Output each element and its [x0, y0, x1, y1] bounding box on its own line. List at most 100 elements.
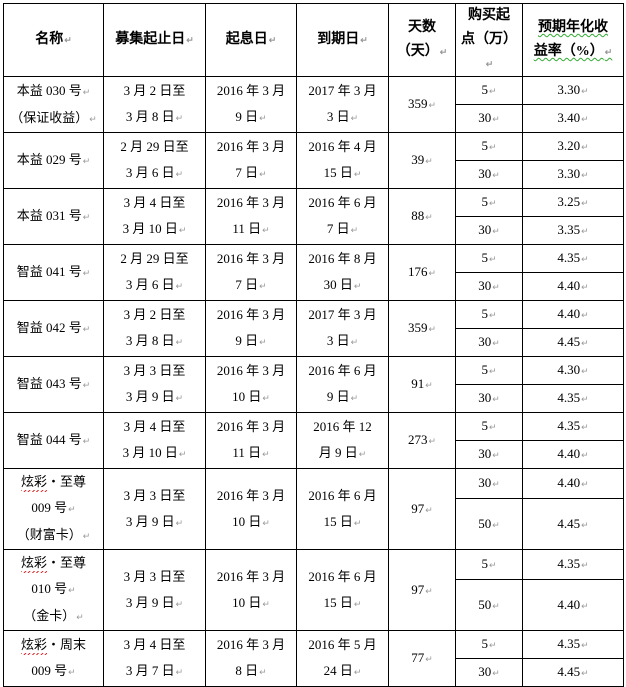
cell-text: 4.35 — [557, 418, 588, 433]
product-name: 本益 031 号 — [3, 188, 104, 245]
cell-text: 2017 年 3 月 — [308, 83, 377, 98]
cell-text: 3 月 3 日至 — [123, 363, 186, 378]
cell-text: 15 日 — [299, 160, 386, 187]
cell-text: 2016 年 3 月 — [216, 307, 286, 322]
min-purchase: 30 — [455, 440, 523, 469]
cell-text: 30 — [478, 390, 500, 405]
cell-text: 2016 年 3 月 — [216, 139, 286, 154]
expected-yield: 4.35 — [522, 244, 624, 273]
cell-text: 3 月 9 日 — [106, 590, 203, 617]
cell-text: 5 — [481, 418, 496, 433]
expected-yield: 4.35 — [522, 548, 624, 581]
cell-text: 15 日 — [299, 509, 386, 536]
cell-text: 5 — [481, 362, 496, 377]
product-row-tier: 303.30 — [4, 160, 624, 189]
start-date: 2016 年 3 月 9 日 — [205, 300, 297, 357]
min-purchase: 5 — [455, 244, 523, 273]
cell-text: 39 — [411, 152, 433, 167]
product-row: 本益 029 号2 月 29 日至3 月 6 日2016 年 3 月7 日201… — [3, 132, 624, 189]
header-text: 起息日 — [226, 32, 277, 47]
cell-text: 4.30 — [557, 362, 588, 377]
cell-text: 2016 年 3 月 — [216, 487, 286, 503]
start-date: 2016 年 3 月 11 日 — [205, 412, 297, 469]
raise-period: 3 月 2 日至 3 月 8 日 — [103, 76, 206, 133]
cell-text: 30 — [478, 222, 500, 237]
start-date: 2016 年 3 月 10 日 — [205, 356, 297, 413]
header-maturity-date: 到期日 — [296, 3, 389, 77]
cell-text: 3 日 — [299, 104, 386, 131]
cell-text: 5 — [481, 556, 496, 571]
cell-text: 10 日 — [208, 509, 294, 536]
expected-yield: 3.30 — [522, 76, 624, 105]
start-date: 2016 年 3 月 10 日 — [205, 468, 297, 550]
raise-period: 2 月 29 日至 3 月 6 日 — [103, 244, 206, 301]
cell-text: 月 9 日 — [299, 440, 386, 467]
expected-yield: 4.40 — [522, 300, 624, 329]
cell-line: 炫彩・至尊 — [6, 469, 101, 495]
cell-text: 2016 年 3 月 — [216, 637, 286, 652]
product-row-tier: 303.40 — [4, 104, 624, 133]
cell-text: 2016 年 3 月 — [216, 568, 286, 584]
maturity-date: 2017 年 3 月 3 日 — [296, 76, 389, 133]
cell-text: 2016 年 3 月 — [216, 419, 286, 434]
days: 91 — [388, 356, 456, 413]
cell-text: 2 月 29 日至 — [120, 139, 189, 154]
expected-yield: 4.45 — [522, 498, 624, 550]
days: 273 — [388, 412, 456, 469]
raise-period: 2 月 29 日至 3 月 6 日 — [103, 132, 206, 189]
product-row: 智益 041 号2 月 29 日至3 月 6 日2016 年 3 月7 日201… — [3, 244, 624, 301]
expected-yield: 4.40 — [522, 272, 624, 301]
header-text: 天数 — [408, 20, 436, 35]
cell-text: 97 — [411, 582, 433, 597]
cell-text: 智益 043 号 — [6, 371, 101, 398]
min-purchase: 30 — [455, 328, 523, 357]
cell-text: 50 — [478, 597, 500, 612]
cell-text: 010 号 — [6, 576, 101, 603]
cell-text: 5 — [481, 138, 496, 153]
cell-text: 10 日 — [208, 590, 294, 617]
cell-text: 10 日 — [208, 384, 294, 411]
product-name: 智益 043 号 — [3, 356, 104, 413]
days: 359 — [388, 300, 456, 357]
cell-text: 4.35 — [557, 390, 588, 405]
raise-period: 3 月 3 日至 3 月 9 日 — [103, 356, 206, 413]
cell-text: 4.40 — [557, 306, 588, 321]
maturity-date: 2016 年 5 月 24 日 — [296, 630, 389, 687]
cell-text: 3.30 — [557, 166, 588, 181]
cell-text: 30 — [478, 664, 500, 679]
cell-text: 273 — [408, 432, 436, 447]
cell-text: 3.40 — [557, 110, 588, 125]
start-date: 2016 年 3 月 7 日 — [205, 132, 297, 189]
cell-text: 4.40 — [557, 475, 588, 490]
header-min-purchase: 购买起 点（万） — [455, 3, 523, 77]
cell-text: 3 月 8 日 — [106, 104, 203, 131]
cell-text: 97 — [411, 501, 433, 516]
expected-yield: 4.35 — [522, 384, 624, 413]
cell-text: 3 月 4 日至 — [123, 195, 186, 210]
cell-text: 智益 041 号 — [6, 259, 101, 286]
header-expected-yield: 预期年化收 益率（%） — [522, 3, 624, 77]
header-text: 点（万） — [458, 28, 520, 76]
start-date: 2016 年 3 月 9 日 — [205, 76, 297, 133]
cell-text: 3 月 6 日 — [106, 272, 203, 299]
cell-text: 30 日 — [299, 272, 386, 299]
cell-text: （保证收益） — [6, 105, 101, 132]
cell-text: 3 月 6 日 — [106, 160, 203, 187]
cell-text: 3 月 8 日 — [106, 328, 203, 355]
cell-text: 4.35 — [557, 250, 588, 265]
cell-text: 2016 年 3 月 — [216, 251, 286, 266]
cell-text: 4.35 — [557, 556, 588, 571]
header-days: 天数 （天） — [388, 3, 456, 77]
cell-text: 91 — [411, 376, 433, 391]
cell-text: 智益 042 号 — [6, 315, 101, 342]
cell-text: 本益 030 号 — [6, 78, 101, 105]
cell-text: 3 月 4 日至 — [123, 637, 186, 652]
cell-text: 30 — [478, 110, 500, 125]
cell-text: 2016 年 3 月 — [216, 83, 286, 98]
raise-period: 3 月 4 日至 3 月 7 日 — [103, 630, 206, 687]
cell-text: 2017 年 3 月 — [308, 307, 377, 322]
days: 88 — [388, 188, 456, 245]
